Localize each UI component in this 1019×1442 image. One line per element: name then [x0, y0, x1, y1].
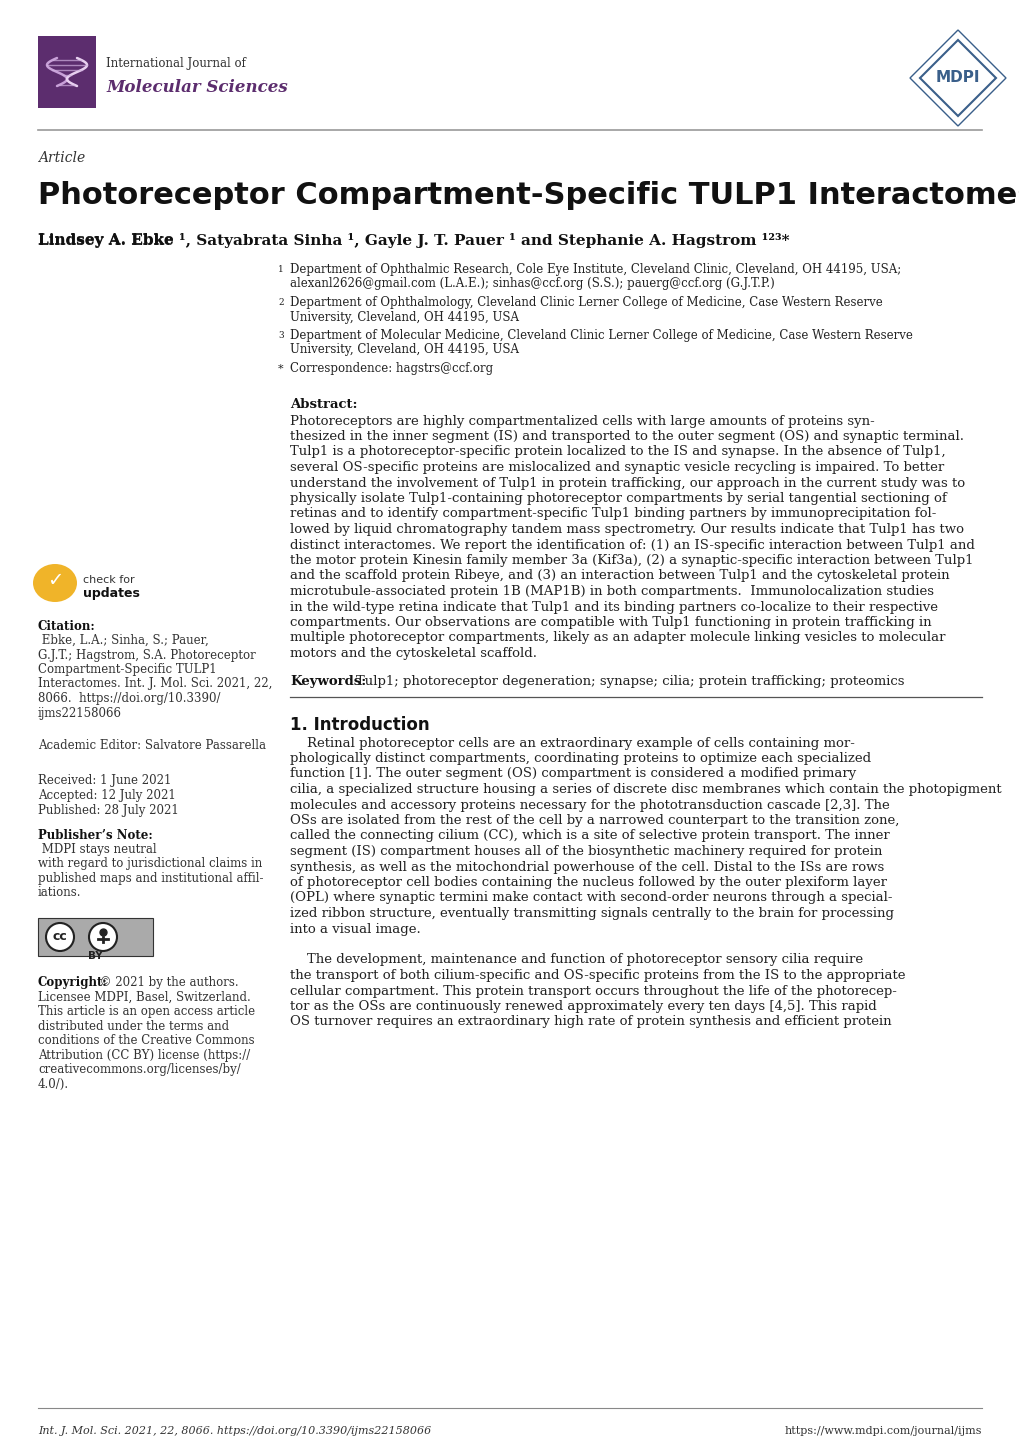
Text: in the wild-type retina indicate that Tulp1 and its binding partners co-localize: in the wild-type retina indicate that Tu…: [289, 600, 937, 613]
Text: called the connecting cilium (CC), which is a site of selective protein transpor: called the connecting cilium (CC), which…: [289, 829, 889, 842]
Text: creativecommons.org/licenses/by/: creativecommons.org/licenses/by/: [38, 1063, 240, 1076]
Text: understand the involvement of Tulp1 in protein trafficking, our approach in the : understand the involvement of Tulp1 in p…: [289, 476, 964, 489]
Text: Correspondence: hagstrs@ccf.org: Correspondence: hagstrs@ccf.org: [289, 362, 492, 375]
Text: © 2021 by the authors.: © 2021 by the authors.: [96, 976, 238, 989]
Text: Lindsey A. Ebke ¹, Satyabrata Sinha ¹, Gayle J. T. Pauer ¹ and Stephanie A. Hags: Lindsey A. Ebke ¹, Satyabrata Sinha ¹, G…: [38, 234, 789, 248]
Text: 2: 2: [278, 298, 283, 307]
Text: Compartment-Specific TULP1: Compartment-Specific TULP1: [38, 663, 216, 676]
Text: physically isolate Tulp1-containing photoreceptor compartments by serial tangent: physically isolate Tulp1-containing phot…: [289, 492, 946, 505]
Text: 1. Introduction: 1. Introduction: [289, 717, 429, 734]
Text: Licensee MDPI, Basel, Switzerland.: Licensee MDPI, Basel, Switzerland.: [38, 991, 251, 1004]
Text: the transport of both cilium-specific and OS-specific proteins from the IS to th: the transport of both cilium-specific an…: [289, 969, 905, 982]
Text: function [1]. The outer segment (OS) compartment is considered a modified primar: function [1]. The outer segment (OS) com…: [289, 767, 855, 780]
Text: G.J.T.; Hagstrom, S.A. Photoreceptor: G.J.T.; Hagstrom, S.A. Photoreceptor: [38, 649, 256, 662]
Text: Article: Article: [38, 151, 86, 164]
Circle shape: [89, 923, 117, 952]
Ellipse shape: [33, 564, 76, 601]
Text: thesized in the inner segment (IS) and transported to the outer segment (OS) and: thesized in the inner segment (IS) and t…: [289, 430, 963, 443]
Text: Molecular Sciences: Molecular Sciences: [106, 79, 287, 97]
Text: Department of Molecular Medicine, Cleveland Clinic Lerner College of Medicine, C: Department of Molecular Medicine, Clevel…: [289, 329, 912, 342]
Text: University, Cleveland, OH 44195, USA: University, Cleveland, OH 44195, USA: [289, 310, 519, 323]
Text: Tulp1; photoreceptor degeneration; synapse; cilia; protein trafficking; proteomi: Tulp1; photoreceptor degeneration; synap…: [356, 675, 904, 688]
Text: OS turnover requires an extraordinary high rate of protein synthesis and efficie: OS turnover requires an extraordinary hi…: [289, 1015, 891, 1028]
Text: Photoreceptor Compartment-Specific TULP1 Interactomes: Photoreceptor Compartment-Specific TULP1…: [38, 182, 1019, 211]
Text: Attribution (CC BY) license (https://: Attribution (CC BY) license (https://: [38, 1048, 250, 1061]
Text: tor as the OSs are continuously renewed approximately every ten days [4,5]. This: tor as the OSs are continuously renewed …: [289, 999, 876, 1012]
Text: updates: updates: [83, 587, 140, 600]
Text: Citation:: Citation:: [38, 620, 96, 633]
Text: *: *: [278, 363, 283, 373]
Text: conditions of the Creative Commons: conditions of the Creative Commons: [38, 1034, 255, 1047]
Text: alexanl2626@gmail.com (L.A.E.); sinhas@ccf.org (S.S.); pauerg@ccf.org (G.J.T.P.): alexanl2626@gmail.com (L.A.E.); sinhas@c…: [289, 277, 774, 290]
Bar: [38, 919, 153, 956]
Bar: [38, 36, 96, 108]
Text: the motor protein Kinesin family member 3a (Kif3a), (2) a synaptic-specific inte: the motor protein Kinesin family member …: [289, 554, 972, 567]
Text: compartments. Our observations are compatible with Tulp1 functioning in protein : compartments. Our observations are compa…: [289, 616, 930, 629]
Text: ✓: ✓: [47, 571, 63, 591]
Text: University, Cleveland, OH 44195, USA: University, Cleveland, OH 44195, USA: [289, 343, 519, 356]
Text: Department of Ophthalmology, Cleveland Clinic Lerner College of Medicine, Case W: Department of Ophthalmology, Cleveland C…: [289, 296, 881, 309]
Text: lowed by liquid chromatography tandem mass spectrometry. Our results indicate th: lowed by liquid chromatography tandem ma…: [289, 523, 963, 536]
Text: into a visual image.: into a visual image.: [289, 923, 421, 936]
Text: cellular compartment. This protein transport occurs throughout the life of the p: cellular compartment. This protein trans…: [289, 985, 896, 998]
Text: microtubule-associated protein 1B (MAP1B) in both compartments.  Immunolocalizat: microtubule-associated protein 1B (MAP1B…: [289, 585, 933, 598]
Circle shape: [46, 923, 74, 952]
Text: Abstract:: Abstract:: [289, 398, 357, 411]
Text: (OPL) where synaptic termini make contact with second-order neurons through a sp: (OPL) where synaptic termini make contac…: [289, 891, 892, 904]
Text: distributed under the terms and: distributed under the terms and: [38, 1019, 229, 1032]
Text: retinas and to identify compartment-specific Tulp1 binding partners by immunopre: retinas and to identify compartment-spec…: [289, 508, 935, 521]
Text: of photoreceptor cell bodies containing the nucleus followed by the outer plexif: of photoreceptor cell bodies containing …: [289, 875, 887, 890]
Text: Received: 1 June 2021: Received: 1 June 2021: [38, 774, 171, 787]
Text: synthesis, as well as the mitochondrial powerhouse of the cell. Distal to the IS: synthesis, as well as the mitochondrial …: [289, 861, 883, 874]
Text: 8066.  https://doi.org/10.3390/: 8066. https://doi.org/10.3390/: [38, 692, 220, 705]
Text: Accepted: 12 July 2021: Accepted: 12 July 2021: [38, 789, 175, 802]
Text: cilia, a specialized structure housing a series of discrete disc membranes which: cilia, a specialized structure housing a…: [289, 783, 1001, 796]
Text: Copyright:: Copyright:: [38, 976, 108, 989]
Text: check for: check for: [83, 575, 135, 585]
Text: MDPI stays neutral: MDPI stays neutral: [38, 844, 157, 857]
Text: OSs are isolated from the rest of the cell by a narrowed counterpart to the tran: OSs are isolated from the rest of the ce…: [289, 813, 899, 828]
Polygon shape: [919, 40, 995, 115]
Text: 4.0/).: 4.0/).: [38, 1077, 69, 1090]
Text: Publisher’s Note:: Publisher’s Note:: [38, 829, 153, 842]
Text: Ebke, L.A.; Sinha, S.; Pauer,: Ebke, L.A.; Sinha, S.; Pauer,: [38, 634, 209, 647]
Text: motors and the cytoskeletal scaffold.: motors and the cytoskeletal scaffold.: [289, 647, 536, 660]
Text: Int. J. Mol. Sci. 2021, 22, 8066. https://doi.org/10.3390/ijms22158066: Int. J. Mol. Sci. 2021, 22, 8066. https:…: [38, 1426, 431, 1436]
Text: Academic Editor: Salvatore Passarella: Academic Editor: Salvatore Passarella: [38, 738, 266, 751]
Text: several OS-specific proteins are mislocalized and synaptic vesicle recycling is : several OS-specific proteins are misloca…: [289, 461, 944, 474]
Text: segment (IS) compartment houses all of the biosynthetic machinery required for p: segment (IS) compartment houses all of t…: [289, 845, 881, 858]
Text: ijms22158066: ijms22158066: [38, 707, 122, 720]
Text: 3: 3: [278, 332, 283, 340]
Text: distinct interactomes. We report the identification of: (1) an IS-specific inter: distinct interactomes. We report the ide…: [289, 538, 974, 551]
Text: phologically distinct compartments, coordinating proteins to optimize each speci: phologically distinct compartments, coor…: [289, 751, 870, 766]
Text: The development, maintenance and function of photoreceptor sensory cilia require: The development, maintenance and functio…: [289, 953, 862, 966]
Text: cc: cc: [53, 930, 67, 943]
Text: BY: BY: [88, 952, 102, 960]
Text: 1: 1: [278, 265, 283, 274]
Text: ized ribbon structure, eventually transmitting signals centrally to the brain fo: ized ribbon structure, eventually transm…: [289, 907, 893, 920]
Text: Tulp1 is a photoreceptor-specific protein localized to the IS and synapse. In th: Tulp1 is a photoreceptor-specific protei…: [289, 446, 945, 459]
Text: https://www.mdpi.com/journal/ijms: https://www.mdpi.com/journal/ijms: [784, 1426, 981, 1436]
Text: MDPI: MDPI: [934, 71, 979, 85]
Text: Published: 28 July 2021: Published: 28 July 2021: [38, 805, 178, 818]
Text: Photoreceptors are highly compartmentalized cells with large amounts of proteins: Photoreceptors are highly compartmentali…: [289, 414, 874, 427]
Text: molecules and accessory proteins necessary for the phototransduction cascade [2,: molecules and accessory proteins necessa…: [289, 799, 889, 812]
Text: and the scaffold protein Ribeye, and (3) an interaction between Tulp1 and the cy: and the scaffold protein Ribeye, and (3)…: [289, 570, 949, 583]
Text: with regard to jurisdictional claims in: with regard to jurisdictional claims in: [38, 858, 262, 871]
Text: Retinal photoreceptor cells are an extraordinary example of cells containing mor: Retinal photoreceptor cells are an extra…: [289, 737, 854, 750]
Text: Lindsey A. Ebke: Lindsey A. Ebke: [38, 234, 178, 247]
Text: Department of Ophthalmic Research, Cole Eye Institute, Cleveland Clinic, Clevela: Department of Ophthalmic Research, Cole …: [289, 262, 901, 275]
Text: published maps and institutional affil-: published maps and institutional affil-: [38, 872, 263, 885]
Text: Keywords:: Keywords:: [289, 675, 366, 688]
Polygon shape: [909, 30, 1005, 125]
Text: International Journal of: International Journal of: [106, 58, 246, 71]
Text: iations.: iations.: [38, 887, 82, 900]
Text: Interactomes. Int. J. Mol. Sci. 2021, 22,: Interactomes. Int. J. Mol. Sci. 2021, 22…: [38, 678, 272, 691]
Text: multiple photoreceptor compartments, likely as an adapter molecule linking vesic: multiple photoreceptor compartments, lik…: [289, 632, 945, 645]
Text: This article is an open access article: This article is an open access article: [38, 1005, 255, 1018]
